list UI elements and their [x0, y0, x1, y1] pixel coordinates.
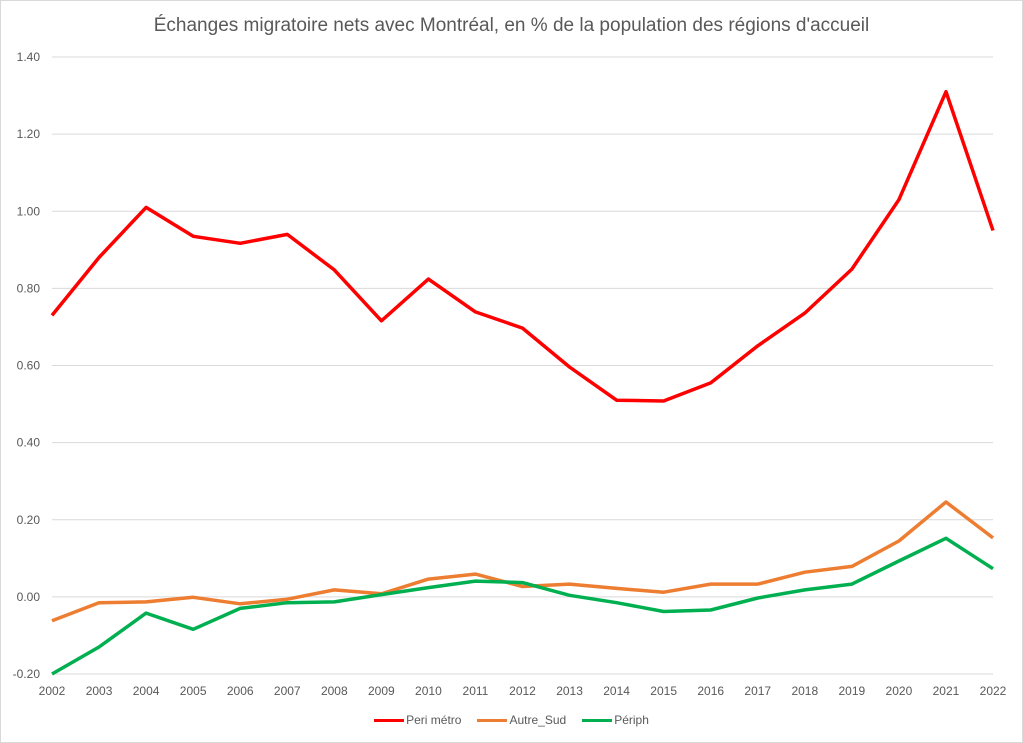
- y-tick-label: 0.20: [17, 513, 41, 527]
- x-tick-label: 2007: [274, 684, 301, 698]
- series-line-autre-sud: [51, 500, 995, 623]
- legend-swatch: [582, 718, 613, 722]
- x-tick-label: 2021: [933, 684, 960, 698]
- x-tick-label: 2019: [838, 684, 865, 698]
- x-tick-label: 2015: [650, 684, 677, 698]
- x-tick-label: 2011: [463, 684, 489, 698]
- x-tick-label: 2012: [509, 684, 536, 698]
- legend-swatch: [374, 718, 405, 722]
- legend-item-periph: Périph: [582, 713, 649, 727]
- x-tick-label: 2003: [86, 684, 113, 698]
- y-tick-label: 0.60: [17, 359, 41, 373]
- legend-swatch: [477, 718, 508, 722]
- series-lines: [50, 89, 995, 676]
- y-tick-label: 1.00: [17, 204, 41, 218]
- y-tick-label: 1.40: [17, 50, 41, 64]
- x-tick-label: 2020: [886, 684, 913, 698]
- y-tick-label: -0.20: [13, 667, 41, 681]
- x-tick-label: 2005: [180, 684, 207, 698]
- x-tick-label: 2013: [556, 684, 583, 698]
- series-line-periph: [51, 536, 994, 676]
- y-tick-label: 0.00: [17, 590, 41, 604]
- x-tick-label: 2010: [415, 684, 442, 698]
- x-tick-label: 2002: [39, 684, 66, 698]
- x-tick-label: 2016: [697, 684, 724, 698]
- series-line-peri-metro: [50, 89, 995, 403]
- y-tick-label: 1.20: [17, 127, 41, 141]
- legend-item-peri-metro: Peri métro: [374, 713, 461, 727]
- x-tick-label: 2006: [227, 684, 254, 698]
- legend-label: Périph: [614, 713, 649, 727]
- gridlines: [52, 56, 993, 675]
- y-tick-label: 0.80: [17, 281, 41, 295]
- x-axis-labels: 2002 2003 2004 2005 2006 2007 2008 2009 2010 2011…: [39, 684, 1007, 698]
- legend-label: Peri métro: [406, 713, 462, 727]
- x-tick-label: 2008: [321, 684, 348, 698]
- legend-label: Autre_Sud: [509, 713, 567, 727]
- x-tick-label: 2018: [791, 684, 818, 698]
- x-tick-label: 2009: [368, 684, 395, 698]
- x-tick-label: 2014: [603, 684, 630, 698]
- x-tick-label: 2017: [744, 684, 771, 698]
- legend-item-autre-sud: Autre_Sud: [477, 713, 566, 727]
- y-axis-labels: -0.20 0.00 0.20 0.40 0.60 0.80 1.00 1.20 1.40: [13, 50, 41, 681]
- y-tick-label: 0.40: [17, 436, 41, 450]
- x-tick-label: 2004: [133, 684, 160, 698]
- chart-title: Échanges migratoire nets avec Montréal, …: [153, 15, 870, 36]
- x-tick-label: 2022: [980, 684, 1007, 698]
- legend: Peri métro Autre_Sud Périph: [1, 713, 1022, 727]
